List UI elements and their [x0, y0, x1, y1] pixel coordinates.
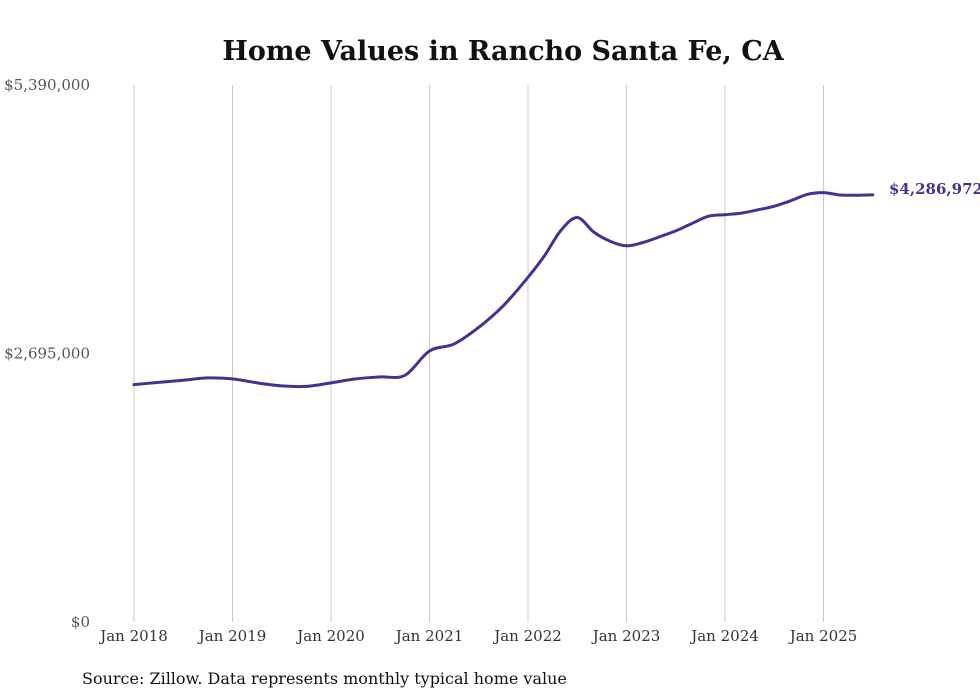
- chart-title: Home Values in Rancho Santa Fe, CA: [222, 36, 784, 67]
- grid-layer: [133, 85, 824, 622]
- y-tick-label: $5,390,000: [4, 76, 90, 94]
- x-tick-label: Jan 2021: [394, 627, 464, 645]
- x-tick-label: Jan 2023: [591, 627, 661, 645]
- y-tick-label: $0: [71, 613, 90, 631]
- source-note: Source: Zillow. Data represents monthly …: [82, 669, 567, 688]
- y-tick-label: $2,695,000: [4, 345, 90, 363]
- x-tick-label: Jan 2025: [788, 627, 858, 645]
- x-tick-label: Jan 2024: [689, 627, 759, 645]
- x-tick-label: Jan 2018: [98, 627, 168, 645]
- series-layer: [132, 191, 875, 389]
- x-tick-label: Jan 2022: [492, 627, 562, 645]
- y-axis-ticks: $0 $2,695,000 $5,390,000: [4, 76, 90, 631]
- home-value-line: [132, 191, 875, 389]
- end-value-label: $4,286,972: [889, 180, 980, 198]
- x-axis-ticks: Jan 2018 Jan 2019 Jan 2020 Jan 2021 Jan 2022…: [98, 627, 857, 645]
- x-tick-label: Jan 2019: [197, 627, 267, 645]
- x-tick-label: Jan 2020: [295, 627, 365, 645]
